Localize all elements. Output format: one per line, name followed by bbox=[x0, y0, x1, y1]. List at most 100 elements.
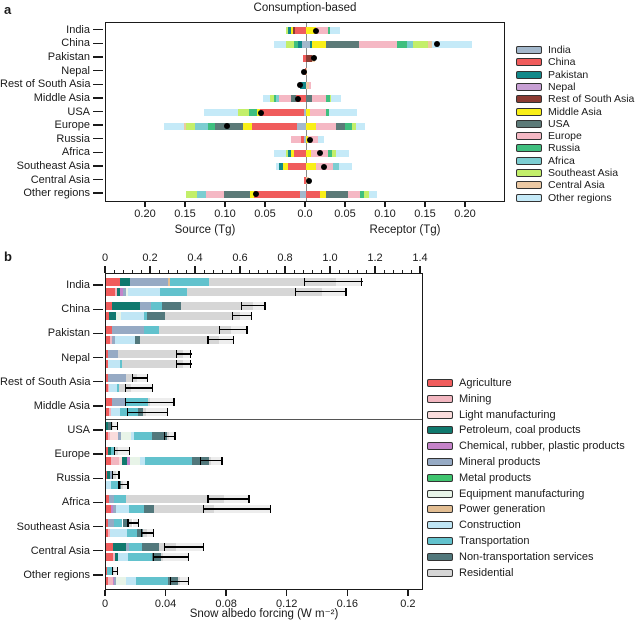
panel-b-top-tick-label: 0.8 bbox=[277, 252, 293, 264]
bar-segment-source bbox=[296, 95, 306, 103]
bar-segment-sector bbox=[129, 504, 144, 513]
bar-segment-sector bbox=[106, 277, 120, 286]
bar-segment-sector bbox=[140, 456, 146, 465]
bar-segment-source bbox=[290, 136, 302, 144]
legend-item-region: Central Asia bbox=[516, 179, 636, 191]
bar-segment-sector bbox=[186, 287, 322, 296]
legend-swatch bbox=[516, 107, 542, 116]
panel-b-top-tick bbox=[104, 266, 106, 273]
panel-a-y-tick bbox=[93, 124, 103, 126]
panel-a-region-label: Central Asia bbox=[30, 173, 90, 186]
error-bar-line bbox=[112, 474, 120, 476]
panel-a-x-tick bbox=[304, 202, 306, 207]
panel-b-top-minor-tick bbox=[212, 269, 214, 273]
panel-a-region-label: India bbox=[66, 23, 90, 36]
panel-a-region-label: Russia bbox=[56, 132, 90, 145]
bar-segment-sector bbox=[108, 359, 120, 368]
error-bar-cap-right bbox=[203, 543, 205, 552]
bar-segment-sector bbox=[144, 311, 148, 320]
bar-segment-receptor bbox=[312, 40, 326, 48]
error-bar-line bbox=[131, 377, 149, 379]
bar-segment-source bbox=[249, 109, 258, 116]
error-bar-line bbox=[152, 556, 190, 558]
panel-b-top-tick bbox=[329, 266, 331, 273]
panel-b-top-tick bbox=[419, 266, 421, 273]
bar-segment-sector bbox=[114, 494, 126, 503]
bar-segment-source bbox=[303, 109, 306, 116]
error-bar-cap-right bbox=[246, 325, 248, 334]
bar-segment-sector bbox=[114, 335, 135, 344]
legend-item-sector: Equipment manufacturing bbox=[427, 488, 637, 500]
error-bar-cap-right bbox=[361, 277, 363, 286]
panel-b-top-minor-tick bbox=[410, 269, 412, 273]
bar-segment-source bbox=[194, 122, 209, 130]
bar-segment-receptor bbox=[306, 122, 316, 130]
error-bar-cap-left bbox=[140, 529, 143, 538]
bar-segment-receptor bbox=[306, 109, 310, 116]
bar-segment-sector bbox=[122, 287, 126, 296]
panel-a-y-tick bbox=[93, 29, 103, 31]
error-bar-cap-left bbox=[163, 543, 165, 552]
error-bar-line bbox=[140, 532, 155, 534]
panel-a-x-tick bbox=[264, 202, 266, 207]
error-bar-cap-left bbox=[124, 398, 127, 407]
bar-segment-receptor bbox=[310, 109, 326, 116]
panel-a-region-label: Middle Asia bbox=[33, 91, 90, 104]
legend-label: Rest of South Asia bbox=[548, 93, 635, 106]
legend-item-region: Europe bbox=[516, 130, 636, 142]
bar-segment-receptor bbox=[326, 95, 330, 103]
panel-b-region-label: Russia bbox=[56, 472, 90, 485]
legend-swatch bbox=[427, 505, 453, 514]
panel-a-x-tick bbox=[144, 202, 146, 207]
panel-a-region-label: Southeast Asia bbox=[16, 159, 90, 172]
panel-b-region-label: USA bbox=[67, 424, 90, 436]
error-bar-cap-left bbox=[202, 504, 205, 513]
panel-b-region-label: Africa bbox=[61, 496, 90, 509]
panel-a-region-label: China bbox=[61, 37, 90, 50]
legend-swatch bbox=[427, 442, 453, 451]
net-dot bbox=[294, 95, 301, 102]
bar-segment-sector bbox=[117, 432, 121, 441]
panel-b-bottom-tick bbox=[346, 590, 348, 596]
bar-segment-source bbox=[304, 136, 306, 144]
bar-segment-sector bbox=[119, 359, 122, 368]
bar-segment-sector bbox=[107, 432, 110, 441]
legend-item-sector: Transportation bbox=[427, 535, 637, 547]
bar-segment-sector bbox=[154, 504, 214, 513]
bar-segment-sector bbox=[127, 456, 131, 465]
bar-segment-receptor bbox=[351, 122, 357, 130]
error-bar-line bbox=[110, 425, 119, 428]
bar-segment-sector bbox=[106, 446, 108, 455]
error-bar-cap-right bbox=[116, 422, 119, 431]
bar-segment-sector bbox=[106, 359, 109, 368]
error-bar-line bbox=[175, 353, 192, 355]
legend-label: Construction bbox=[459, 519, 521, 532]
panel-a-plot bbox=[105, 22, 505, 202]
legend-swatch bbox=[516, 132, 542, 141]
legend-swatch bbox=[427, 552, 453, 561]
legend-item-sector: Non-transportation services bbox=[427, 551, 637, 563]
panel-b-top-minor-tick bbox=[230, 269, 232, 273]
bar-segment-sector bbox=[116, 577, 127, 586]
panel-a-x-tick-label: 0.20 bbox=[134, 208, 156, 220]
panel-b-top-minor-tick bbox=[257, 269, 259, 273]
bar-segment-sector bbox=[167, 277, 170, 286]
panel-b-top-tick-label: 0.6 bbox=[232, 252, 248, 264]
bar-segment-receptor bbox=[310, 40, 313, 48]
error-bar-line bbox=[163, 435, 176, 438]
bar-segment-source bbox=[208, 122, 215, 130]
bar-segment-sector bbox=[110, 504, 113, 513]
bar-segment-sector bbox=[117, 553, 128, 562]
legend-swatch bbox=[427, 537, 453, 545]
bar-segment-receptor bbox=[329, 109, 358, 116]
panel-b-y-tick bbox=[93, 550, 103, 552]
bar-segment-sector bbox=[106, 519, 108, 528]
bar-segment-sector bbox=[121, 311, 144, 320]
legend-label: Other regions bbox=[548, 191, 612, 204]
legend-label: Chemical, rubber, plastic products bbox=[459, 440, 625, 453]
bar-segment-sector bbox=[134, 335, 140, 344]
error-bar-line bbox=[202, 508, 272, 510]
panel-a-y-tick bbox=[93, 42, 103, 45]
bar-segment-sector bbox=[108, 349, 118, 358]
